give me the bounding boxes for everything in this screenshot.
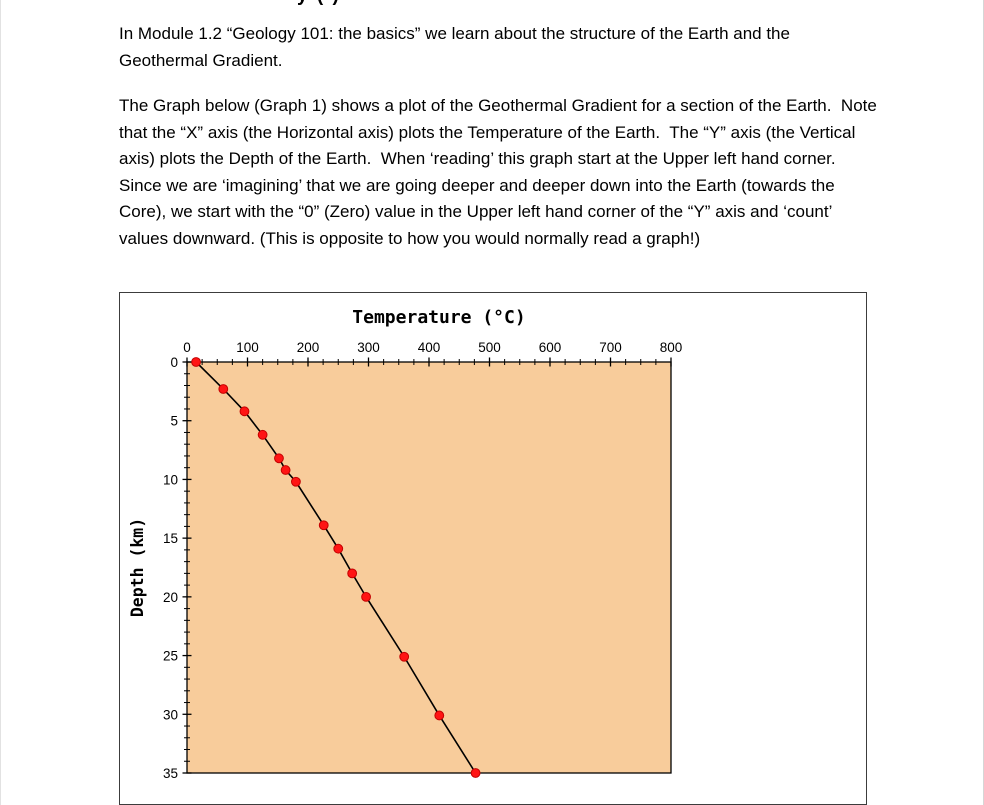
clipped-heading-fragment: y ( ) xyxy=(297,0,497,6)
data-point xyxy=(280,465,291,475)
data-point xyxy=(434,710,445,721)
x-tick-label: 600 xyxy=(539,340,562,355)
y-tick-label: 25 xyxy=(163,649,178,664)
x-axis-title: Temperature (°C) xyxy=(352,307,525,328)
data-point xyxy=(257,429,268,440)
graph-description-paragraph: The Graph below (Graph 1) shows a plot o… xyxy=(119,96,882,248)
x-tick-label: 500 xyxy=(478,340,501,355)
x-tick-label: 700 xyxy=(599,340,622,355)
data-point xyxy=(347,568,358,579)
y-tick-label: 10 xyxy=(163,472,178,487)
y-tick-label: 20 xyxy=(163,590,178,605)
gradient-line xyxy=(195,361,477,774)
x-tick-label: 0 xyxy=(183,340,191,355)
data-point xyxy=(274,453,284,464)
data-point xyxy=(291,476,301,487)
clipped-heading-text: y ( ) xyxy=(297,0,497,6)
x-tick-label: 200 xyxy=(297,340,320,355)
data-point xyxy=(191,357,201,367)
data-point xyxy=(470,768,481,778)
x-tick-label: 100 xyxy=(236,340,259,355)
geothermal-gradient-chart: 0 100 200 300 400 500 600 700 800 0 5 10 15 20 25 30 35 T… xyxy=(128,307,683,781)
x-tick-label: 800 xyxy=(660,340,683,355)
y-axis-title: Depth (km) xyxy=(128,518,147,617)
y-tick-label: 5 xyxy=(170,414,178,429)
data-point xyxy=(399,651,410,662)
data-point xyxy=(333,543,344,554)
intro-paragraph: In Module 1.2 “Geology 101: the basics” … xyxy=(119,24,795,70)
x-tick-label: 300 xyxy=(357,340,380,355)
data-point xyxy=(218,384,229,394)
graph-panel: 0 100 200 300 400 500 600 700 800 0 5 10 15 20 25 30 35 T… xyxy=(119,292,867,805)
y-tick-label: 35 xyxy=(163,766,178,781)
x-tick-label: 400 xyxy=(418,340,441,355)
data-point xyxy=(318,520,329,531)
plot-area xyxy=(186,361,672,774)
data-point xyxy=(361,591,371,602)
data-point xyxy=(239,406,250,417)
y-tick-label: 15 xyxy=(163,531,178,546)
y-tick-label: 0 xyxy=(170,355,178,370)
y-tick-label: 30 xyxy=(163,707,178,722)
